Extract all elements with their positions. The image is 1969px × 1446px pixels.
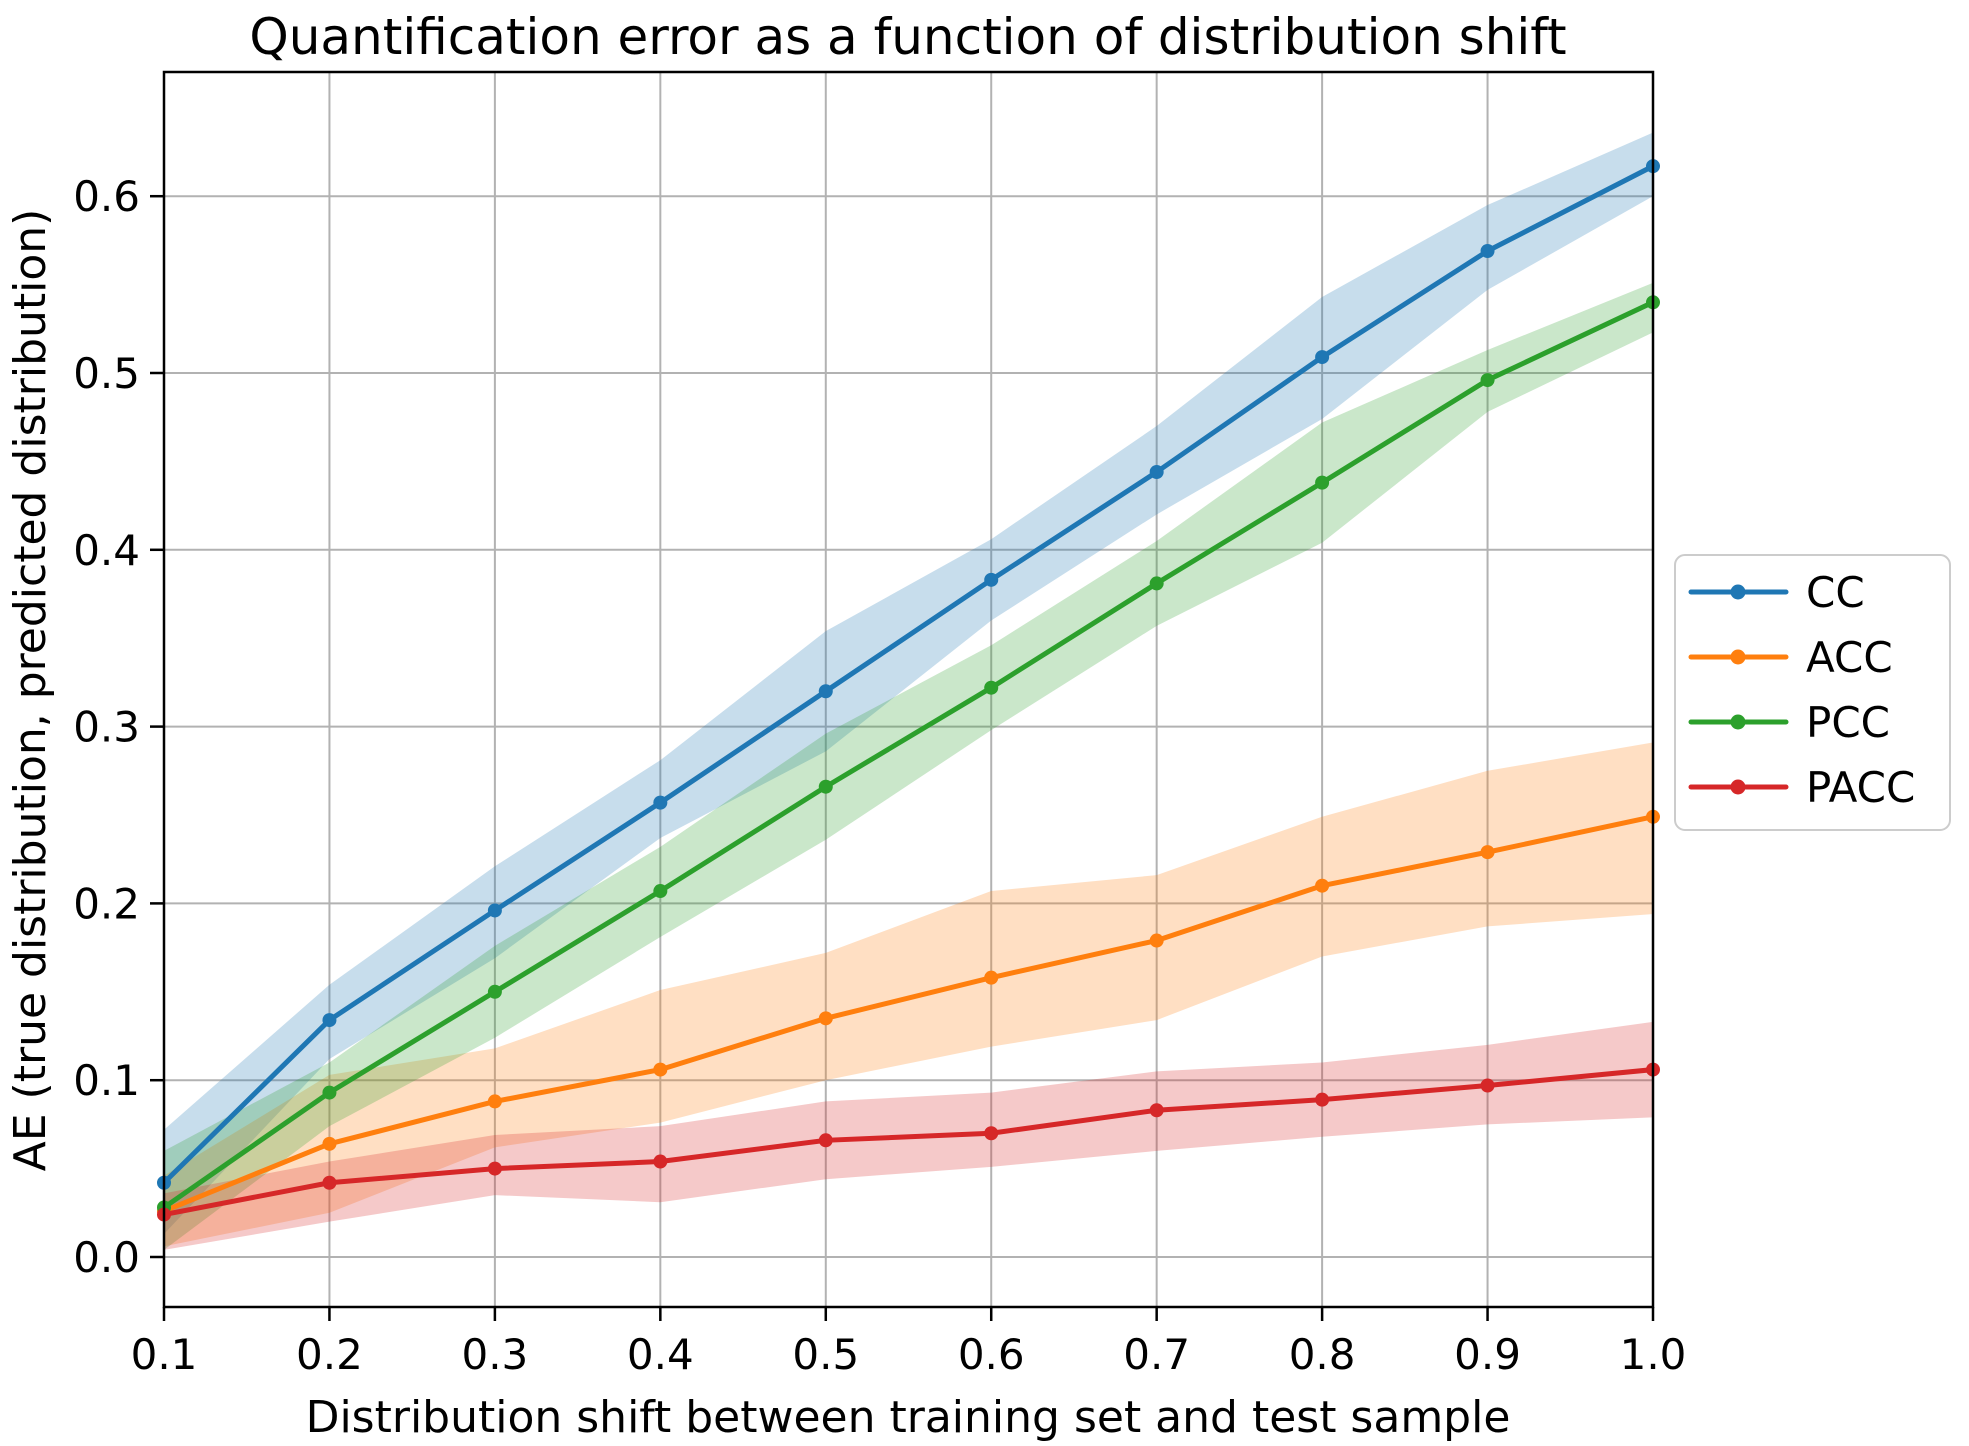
data-point-cc [1480,244,1495,259]
x-tick-label: 0.1 [131,1330,198,1379]
data-point-acc [1149,933,1164,948]
confidence-bands-layer [164,132,1653,1250]
series-line-acc [161,814,1656,1214]
series-lines-layer [157,159,1660,1222]
data-point-pcc [1315,475,1330,490]
x-tick-label: 0.8 [1289,1330,1356,1379]
data-point-cc [818,684,833,699]
y-axis-label: AE (true distribution, predicted distrib… [5,209,56,1172]
data-point-cc [322,1013,337,1028]
legend-box [1674,554,1951,831]
data-point-cc [653,795,668,810]
data-point-pacc [984,1126,999,1141]
data-point-cc [1315,350,1330,365]
data-point-pcc [653,884,668,899]
data-point-pcc [1480,373,1495,388]
x-tick-label: 0.2 [296,1330,363,1379]
data-point-pacc [653,1154,668,1169]
data-point-acc [984,970,999,985]
axes-spines [162,70,1655,1309]
data-point-acc [1480,845,1495,860]
x-tick-label: 0.9 [1454,1330,1521,1379]
legend-label-acc: ACC [1806,633,1893,682]
y-tick-label: 0.6 [73,172,140,221]
chart-title: Quantification error as a function of di… [249,8,1566,66]
y-tick-label: 0.3 [73,703,140,752]
data-point-pcc [1149,576,1164,591]
x-tick-label: 1.0 [1620,1330,1687,1379]
data-point-acc [818,1011,833,1026]
y-tick-label: 0.2 [73,879,140,928]
data-point-pacc [1315,1092,1330,1107]
legend-marker-acc [1730,649,1746,665]
data-point-pcc [322,1085,337,1100]
y-tick-label: 0.1 [73,1056,140,1105]
x-tick-label: 0.7 [1123,1330,1190,1379]
y-tick-label: 0.5 [73,349,140,398]
legend-marker-pacc [1730,779,1746,795]
series-line-pcc [161,299,1656,1210]
data-point-cc [1149,465,1164,480]
data-point-cc [487,903,502,918]
x-tick-label: 0.4 [627,1330,694,1379]
legend-marker-cc [1730,584,1746,600]
confidence-band-pcc [164,282,1653,1250]
y-tick-label: 0.0 [73,1233,140,1282]
legend-label-cc: CC [1806,568,1865,617]
data-point-pcc [984,680,999,695]
data-point-pacc [818,1133,833,1148]
legend-label-pacc: PACC [1806,763,1915,812]
data-point-cc [984,572,999,587]
data-point-pacc [487,1161,502,1176]
x-tick-label: 0.5 [792,1330,859,1379]
data-point-pcc [818,779,833,794]
x-tick-label: 0.3 [461,1330,528,1379]
series-line-cc [161,163,1656,1186]
legend-label-pcc: PCC [1806,698,1890,747]
confidence-band-cc [164,132,1653,1235]
legend: CC ACC PCC PACC [1674,554,1951,831]
axes-layer: 0.1 0.2 0.3 0.4 0.5 0.6 0.7 0.8 0.9 1.0 0.0 0.1 0.2 0… [73,70,1687,1379]
x-axis-label: Distribution shift between training set … [306,1392,1511,1443]
x-tick-label: 0.6 [958,1330,1025,1379]
data-point-acc [487,1094,502,1109]
data-point-acc [322,1136,337,1151]
confidence-band-acc [164,742,1653,1247]
data-point-acc [653,1062,668,1077]
data-point-pacc [1480,1078,1495,1093]
data-point-acc [1315,878,1330,893]
y-tick-label: 0.4 [73,526,140,575]
series-line-pacc [161,1067,1656,1218]
data-point-pacc [322,1175,337,1190]
data-point-pcc [487,984,502,999]
data-point-pacc [1149,1103,1164,1118]
legend-marker-pcc [1730,714,1746,730]
